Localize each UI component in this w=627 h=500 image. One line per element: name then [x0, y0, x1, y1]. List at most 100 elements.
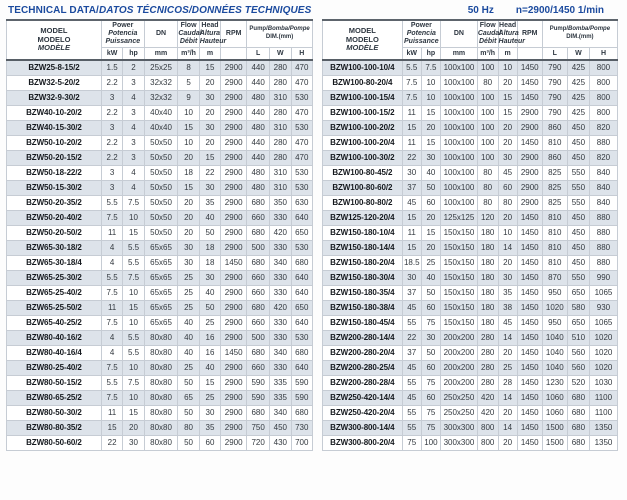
value-cell: 100x100: [440, 59, 478, 76]
value-cell: 20: [177, 149, 200, 166]
model-cell: BZW100-100-10/4: [322, 59, 403, 76]
value-cell: 340: [269, 404, 292, 421]
value-cell: 500: [246, 239, 271, 256]
model-cell: BZW200-280-25/4: [322, 359, 403, 376]
value-cell: 2900: [220, 389, 248, 406]
value-cell: 60: [420, 359, 442, 376]
col-dim-line2: DIM.(mm): [265, 33, 294, 40]
value-cell: 14: [497, 239, 518, 256]
value-cell: 28: [497, 374, 518, 391]
value-cell: 2900: [220, 104, 248, 121]
value-cell: 16: [198, 329, 222, 346]
spec-table-left-wrap: MODEL MODELO MODÈLE Power Potencia Puiss…: [6, 19, 314, 451]
value-cell: 80x80: [143, 329, 179, 346]
unit-rpm: [220, 46, 248, 61]
value-cell: 1450: [516, 209, 543, 226]
col-head-es: Altura: [199, 29, 221, 37]
value-cell: 1040: [541, 329, 568, 346]
value-cell: 60: [420, 194, 442, 211]
value-cell: 640: [290, 359, 314, 376]
value-cell: 1020: [541, 299, 568, 316]
value-cell: 300x300: [440, 434, 478, 451]
col-power-en: Power: [410, 21, 432, 29]
unit-l: L: [541, 46, 568, 61]
value-cell: 100: [476, 119, 499, 136]
value-cell: 2900: [220, 314, 248, 331]
table-row: BZW100-100-30/2 22 30 100x100 100 30 2900 860 45…: [322, 149, 619, 166]
value-cell: 5.5: [100, 194, 124, 211]
value-cell: 10: [420, 89, 442, 106]
table-row: BZW80-80-35/2 15 20 80x80 80 35 2900 750 450 730: [6, 419, 314, 436]
value-cell: 180: [476, 239, 499, 256]
table-row: BZW80-50-60/2 22 30 80x80 50 60 2900 720 430 700: [6, 434, 314, 451]
value-cell: 330: [269, 284, 292, 301]
value-cell: 100: [476, 89, 499, 106]
value-cell: 2900: [220, 119, 248, 136]
col-power: Power Potencia Puissance: [100, 19, 145, 48]
value-cell: 680: [566, 404, 590, 421]
model-cell: BZW300-800-20/4: [322, 434, 403, 451]
value-cell: 1020: [588, 359, 619, 376]
model-cell: BZW65-40-25/2: [6, 314, 102, 331]
value-cell: 1040: [541, 359, 568, 376]
value-cell: 15: [420, 224, 442, 241]
value-cell: 800: [476, 419, 499, 436]
col-model-es: MODELO: [345, 34, 379, 44]
value-cell: 80x80: [143, 404, 179, 421]
value-cell: 80: [177, 419, 200, 436]
model-cell: BZW50-18-22/2: [6, 164, 102, 181]
value-cell: 1450: [516, 224, 543, 241]
model-cell: BZW65-25-50/2: [6, 299, 102, 316]
table-header: MODEL MODELO MODÈLE Power Potencia Puiss…: [322, 19, 619, 61]
value-cell: 330: [269, 239, 292, 256]
value-cell: 60: [420, 299, 442, 316]
value-cell: 530: [290, 329, 314, 346]
value-cell: 65x65: [143, 239, 179, 256]
value-cell: 30: [420, 329, 442, 346]
value-cell: 20: [198, 104, 222, 121]
value-cell: 100: [476, 149, 499, 166]
value-cell: 880: [588, 209, 619, 226]
value-cell: 65x65: [143, 284, 179, 301]
value-cell: 11: [100, 224, 124, 241]
value-cell: 330: [269, 329, 292, 346]
value-cell: 35: [497, 284, 518, 301]
value-cell: 7.5: [420, 59, 442, 76]
value-cell: 7.5: [401, 74, 422, 91]
value-cell: 2900: [220, 74, 248, 91]
model-cell: BZW250-420-20/4: [322, 404, 403, 421]
value-cell: 2900: [220, 179, 248, 196]
col-dim-intl: Bomba/Pompe: [267, 26, 310, 33]
value-cell: 470: [290, 74, 314, 91]
value-cell: 1450: [516, 239, 543, 256]
value-cell: 16: [198, 344, 222, 361]
value-cell: 40x40: [143, 119, 179, 136]
value-cell: 30: [198, 269, 222, 286]
value-cell: 75: [420, 404, 442, 421]
value-cell: 2.2: [100, 149, 124, 166]
value-cell: 22: [100, 434, 124, 451]
value-cell: 2900: [220, 89, 248, 106]
value-cell: 790: [541, 74, 568, 91]
value-cell: 25: [177, 269, 200, 286]
value-cell: 15: [198, 149, 222, 166]
value-cell: 15: [122, 299, 145, 316]
value-cell: 20: [198, 74, 222, 91]
value-cell: 15: [198, 374, 222, 391]
value-cell: 37: [401, 344, 422, 361]
value-cell: 35: [198, 194, 222, 211]
value-cell: 10: [177, 104, 200, 121]
value-cell: 55: [401, 374, 422, 391]
table-row: BZW150-180-10/4 11 15 150x150 180 10 1450 810 45…: [322, 224, 619, 241]
value-cell: 2900: [516, 104, 543, 121]
col-dim-line1: Pump/Bomba/Pompe: [247, 26, 312, 34]
value-cell: 4: [122, 164, 145, 181]
value-cell: 32x32: [143, 74, 179, 91]
value-cell: 15: [122, 404, 145, 421]
value-cell: 640: [290, 284, 314, 301]
col-head-es: Altura: [498, 29, 519, 37]
value-cell: 15: [497, 89, 518, 106]
value-cell: 250x250: [440, 389, 478, 406]
unit-l: L: [246, 46, 271, 61]
table-row: BZW100-80-80/2 45 60 100x100 80 80 2900 825 550 8…: [322, 194, 619, 211]
